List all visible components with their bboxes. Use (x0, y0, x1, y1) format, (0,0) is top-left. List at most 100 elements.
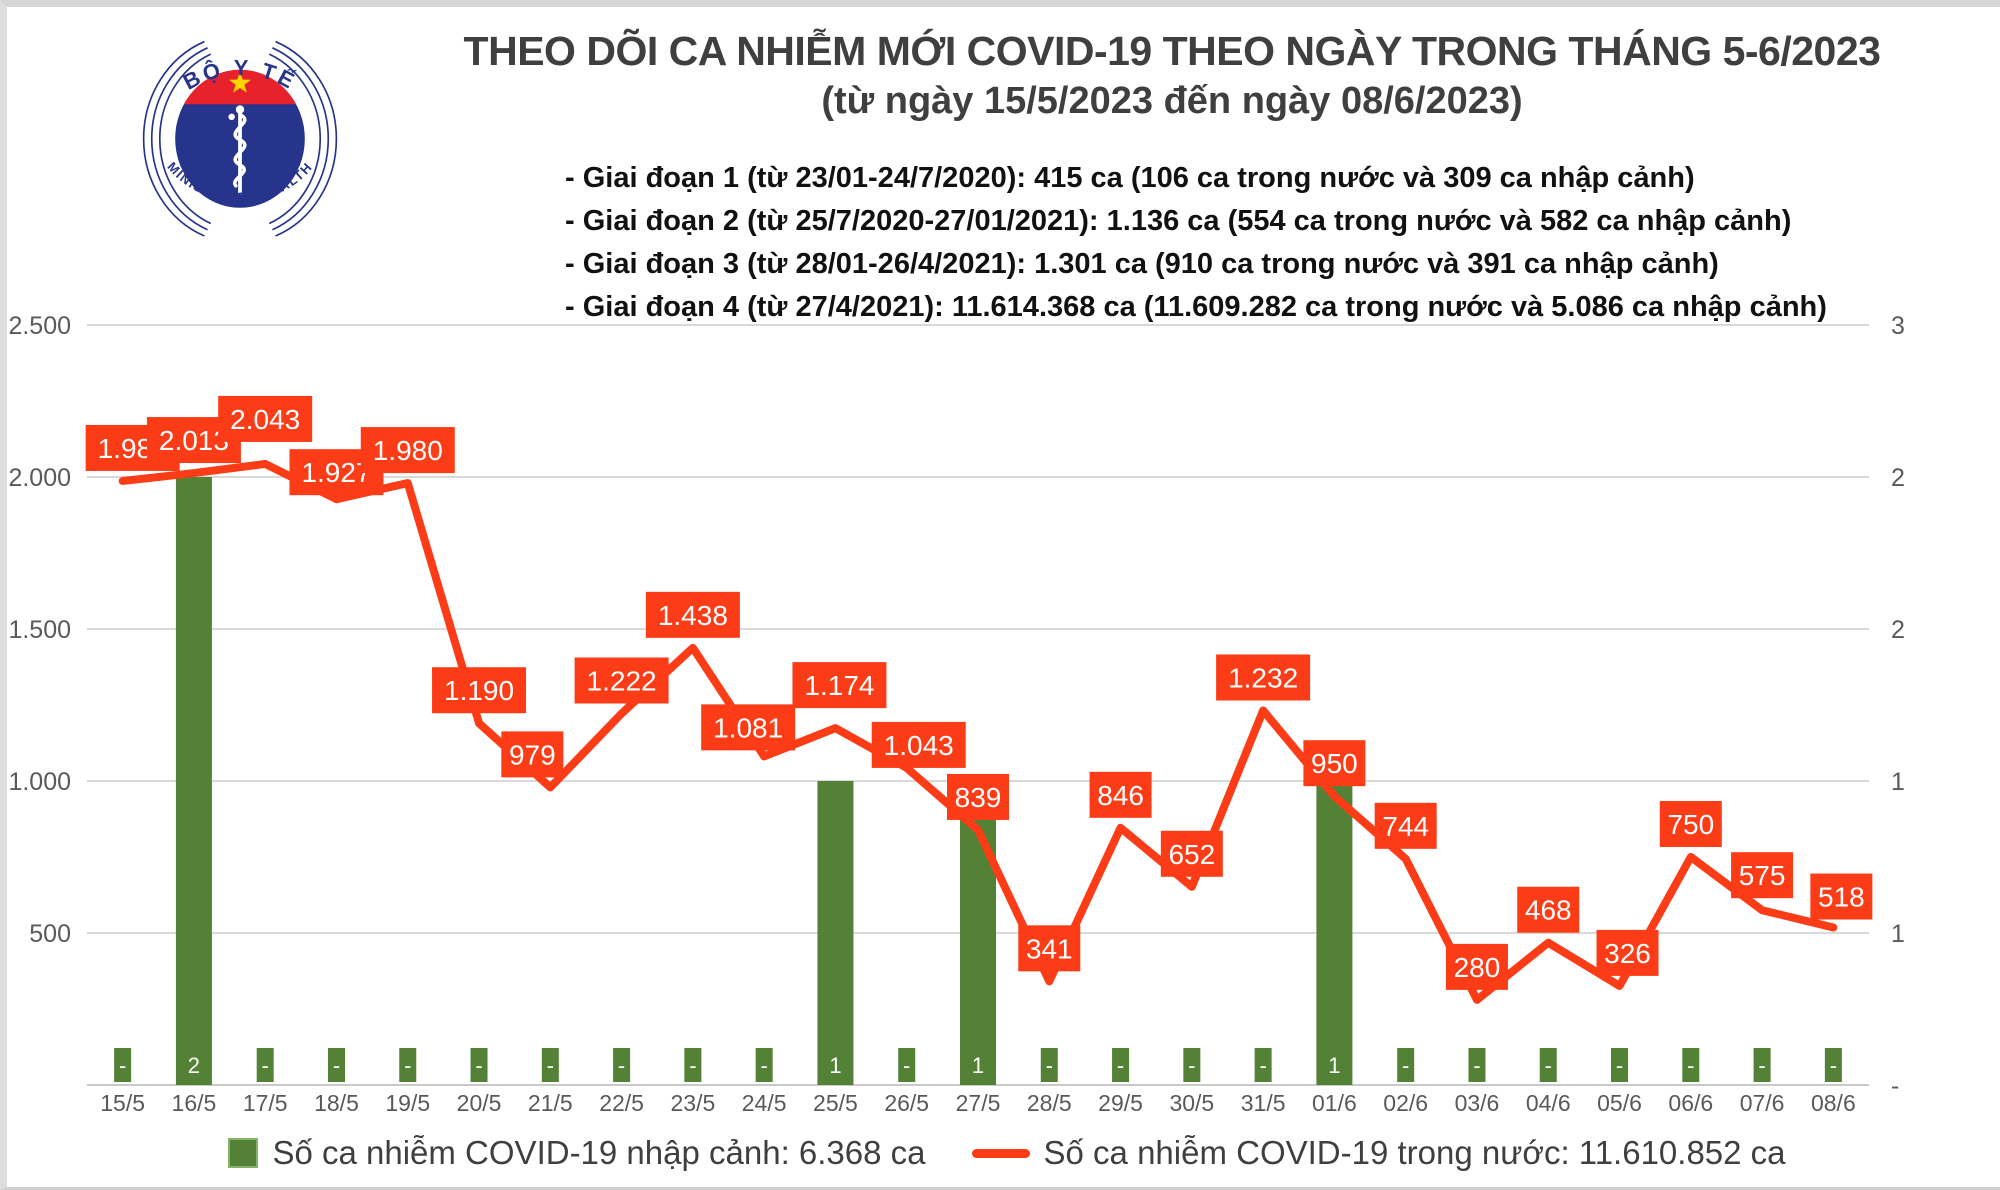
zero-bar-marker (613, 1048, 631, 1082)
legend-domestic-cases: Số ca nhiễm COVID-19 trong nước: 11.610.… (971, 1134, 1786, 1172)
bar-value-labels: - 2 - - - - - - - - 1 - 1 - - - - 1 - - - - - - - (114, 1048, 1842, 1082)
bar-label-text: - (1046, 1053, 1053, 1078)
zero-bar-marker (1040, 1048, 1058, 1082)
phase-3-line: - Giai đoạn 3 (từ 28/01-26/4/2021): 1.30… (565, 248, 1719, 280)
x-tick-label: 27/5 (956, 1090, 1001, 1116)
logo-star (229, 71, 251, 93)
x-tick-label: 20/5 (457, 1090, 502, 1116)
value-label-box (501, 731, 564, 778)
x-tick-label: 04/6 (1526, 1090, 1571, 1116)
page-subtitle: (từ ngày 15/5/2023 đến ngày 08/6/2023) (821, 80, 1523, 122)
bar-label-text: - (262, 1053, 269, 1078)
import-bar (817, 781, 854, 1085)
value-label-box (1303, 740, 1366, 787)
x-tick-label: 01/6 (1312, 1090, 1357, 1116)
bar-label-text: - (1188, 1053, 1195, 1078)
x-tick-label: 23/5 (670, 1090, 715, 1116)
right-axis-tick: 3 (1891, 312, 1905, 340)
value-label-box (1596, 929, 1659, 976)
zero-bar-marker (541, 1048, 559, 1082)
zero-bar-marker (684, 1048, 702, 1082)
bar-label-text: - (760, 1053, 767, 1078)
red-line-swatch-icon (971, 1148, 1030, 1158)
bar-label-text: - (1473, 1053, 1480, 1078)
legend-domestic-label: Số ca nhiễm COVID-19 trong nước: 11.610.… (1043, 1134, 1786, 1171)
gridlines (87, 324, 1869, 1086)
value-label-text: 2.013 (159, 425, 229, 456)
x-tick-label: 24/5 (742, 1090, 787, 1116)
bar-label-text: - (475, 1053, 482, 1078)
zero-bar-marker (898, 1048, 916, 1082)
x-tick-label: 31/5 (1241, 1090, 1286, 1116)
bar-label-text: - (547, 1053, 554, 1078)
zero-bar-marker (1682, 1048, 1700, 1082)
value-label-text: 280 (1454, 952, 1501, 983)
domestic-cases-line (118, 459, 1838, 1004)
value-label-text: 1.190 (444, 675, 514, 706)
value-label-box (1374, 802, 1437, 849)
x-tick-label: 07/6 (1740, 1090, 1785, 1116)
right-axis-labels: 3 2 2 1 1 - (1891, 312, 1905, 1100)
value-label-box (146, 417, 241, 464)
x-axis-labels: 15/5 16/5 17/5 18/5 19/5 20/5 21/5 22/5 23/5 24/5… (100, 1090, 1855, 1116)
import-bar (960, 781, 996, 1085)
x-tick-label: 30/5 (1169, 1090, 1214, 1116)
right-axis-tick: 1 (1891, 768, 1905, 796)
x-tick-label: 25/5 (813, 1090, 858, 1116)
phase-4-line: - Giai đoạn 4 (từ 27/4/2021): 11.614.368… (565, 291, 1827, 323)
value-label-text: 744 (1382, 811, 1429, 842)
bar-label-text: - (404, 1053, 411, 1078)
value-label-box (792, 662, 887, 709)
value-label-box (645, 591, 740, 638)
value-label-box (1018, 925, 1081, 972)
bar-label-text: - (1687, 1053, 1694, 1078)
x-tick-label: 02/6 (1383, 1090, 1428, 1116)
value-label-box (289, 449, 384, 496)
value-label-text: 1.174 (804, 670, 874, 701)
right-axis-tick: 2 (1891, 464, 1905, 492)
x-tick-label: 26/5 (884, 1090, 929, 1116)
value-label-text: 1.927 (301, 457, 371, 488)
bar-label-text: 2 (188, 1053, 200, 1078)
logo-decorative-arcs (142, 40, 338, 237)
value-label-text: 518 (1818, 882, 1865, 913)
imported-cases-bars (175, 477, 1353, 1085)
bar-label-text: - (1402, 1053, 1409, 1078)
zero-bar-marker (114, 1048, 132, 1082)
value-label-text: 1.980 (373, 435, 443, 466)
bar-label-text: - (1545, 1053, 1552, 1078)
value-label-text: 1.987 (98, 433, 168, 464)
x-tick-label: 22/5 (599, 1090, 644, 1116)
value-label-text: 979 (509, 739, 556, 770)
zero-bar-marker (1611, 1048, 1629, 1082)
value-label-text: 950 (1311, 748, 1358, 779)
value-label-box (871, 721, 966, 768)
x-tick-label: 19/5 (385, 1090, 430, 1116)
zero-bar-marker (327, 1048, 345, 1082)
left-axis-tick: 2.500 (8, 312, 71, 340)
bar-label-text: - (1117, 1053, 1124, 1078)
page-title: THEO DÕI CA NHIỄM MỚI COVID-19 THEO NGÀY… (463, 28, 1881, 74)
legend-imported-label: Số ca nhiễm COVID-19 nhập cảnh: 6.368 ca (272, 1134, 926, 1171)
value-label-box (574, 657, 669, 704)
value-label-text: 652 (1168, 839, 1215, 870)
value-label-box (432, 667, 527, 714)
zero-bar-marker (1254, 1048, 1272, 1082)
value-label-text: 750 (1667, 809, 1714, 840)
x-tick-label: 18/5 (314, 1090, 359, 1116)
import-bar (175, 477, 212, 1085)
bar-label-text: - (119, 1053, 126, 1078)
value-label-box (1216, 654, 1311, 701)
x-tick-label: 03/6 (1455, 1090, 1500, 1116)
left-axis-tick: 1.000 (8, 768, 71, 796)
value-label-text: 468 (1525, 895, 1572, 926)
zero-bar-marker (1397, 1048, 1415, 1082)
value-label-text: 575 (1739, 860, 1786, 891)
zero-bar-marker (1468, 1048, 1486, 1082)
bar-label-text: - (903, 1053, 910, 1078)
left-axis-labels: 2.500 2.000 1.500 1.000 500 (8, 312, 71, 948)
value-label-box (1445, 943, 1508, 990)
value-label-box (1659, 801, 1722, 847)
value-label-text: 2.043 (230, 404, 300, 435)
